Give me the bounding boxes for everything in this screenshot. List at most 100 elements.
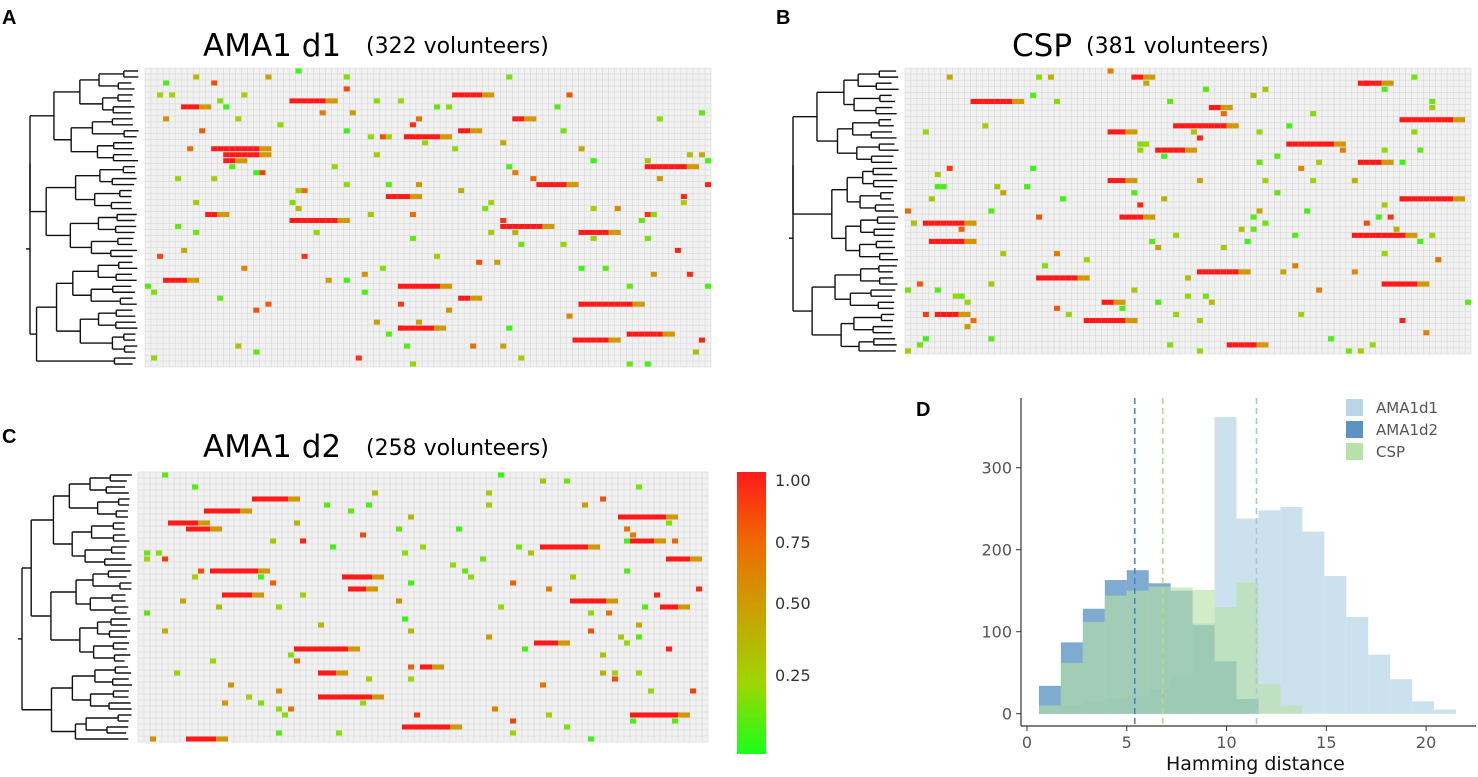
heatmap-cell xyxy=(1292,141,1299,147)
legend-label-ama1d2: AMA1d2 xyxy=(1376,421,1438,439)
heatmap-cell xyxy=(1155,299,1162,305)
heatmap-cell xyxy=(246,592,252,598)
heatmap-cell xyxy=(378,574,384,580)
panel-b-title: CSP xyxy=(1012,28,1072,64)
heatmap-cell xyxy=(186,736,192,742)
heatmap-cell xyxy=(1161,153,1168,159)
heatmap-cell xyxy=(253,170,260,176)
heatmap-cell xyxy=(174,670,180,676)
heatmap-cell xyxy=(1226,342,1233,348)
heatmap-cell xyxy=(1339,147,1346,153)
heatmap-cell xyxy=(1387,281,1394,287)
heatmap-cell xyxy=(1411,281,1418,287)
heatmap-cell xyxy=(163,277,170,283)
heatmap-cell xyxy=(343,128,350,134)
heatmap-cell xyxy=(223,212,230,217)
heatmap-cell xyxy=(367,212,374,217)
heatmap-cell xyxy=(1316,287,1323,293)
heatmap-cell xyxy=(500,223,507,229)
heatmap-cell xyxy=(1125,129,1132,135)
heatmap-cell xyxy=(1030,92,1037,98)
heatmap-cell xyxy=(385,182,392,188)
heatmap-cell xyxy=(934,287,941,293)
heatmap-cell xyxy=(354,574,360,580)
heatmap-cell xyxy=(654,538,660,544)
heatmap-cell xyxy=(588,610,594,616)
heatmap-cell xyxy=(494,259,501,265)
heatmap-cell xyxy=(1000,190,1007,196)
heatmap-cell xyxy=(482,92,489,98)
heatmap-cell xyxy=(348,508,354,514)
heatmap-cell xyxy=(928,220,935,226)
x-tick-label: 20 xyxy=(1416,733,1436,752)
heatmap-cell xyxy=(522,646,528,652)
heatmap-cell xyxy=(324,502,330,508)
heatmap-cell xyxy=(1113,178,1120,184)
heatmap-cell xyxy=(312,646,318,652)
panel-a-heatmap xyxy=(144,67,712,368)
heatmap-cell xyxy=(618,514,624,520)
heatmap-cell xyxy=(223,152,230,158)
heatmap-cell xyxy=(343,86,350,92)
heatmap-cell xyxy=(1333,141,1340,147)
heatmap-cell xyxy=(1190,129,1197,135)
heatmap-cell xyxy=(578,229,585,235)
heatmap-cell xyxy=(1304,141,1311,147)
panel-c-title: AMA1 d2 xyxy=(203,429,341,465)
heatmap-cell xyxy=(151,289,158,295)
heatmap-cell xyxy=(952,238,959,244)
heatmap-cell xyxy=(928,196,935,202)
heatmap-cell xyxy=(175,223,182,229)
heatmap-cell xyxy=(193,200,200,206)
heatmap-cell xyxy=(1137,147,1144,153)
heatmap-cell xyxy=(193,229,200,235)
heatmap-cell xyxy=(506,164,513,170)
heatmap-cell xyxy=(1107,178,1114,184)
hist-bar-csp xyxy=(1038,705,1061,714)
heatmap-cell xyxy=(684,604,690,610)
heatmap-cell xyxy=(654,712,660,718)
heatmap-cell xyxy=(355,355,362,361)
heatmap-cell xyxy=(342,646,348,652)
heatmap-cell xyxy=(542,182,549,188)
heatmap-cell xyxy=(578,337,585,343)
heatmap-cell xyxy=(1250,226,1257,232)
heatmap-cell xyxy=(372,490,378,496)
heatmap-cell xyxy=(1119,317,1126,324)
heatmap-cell xyxy=(1006,98,1013,105)
heatmap-background xyxy=(905,68,1471,354)
heatmap-cell xyxy=(666,646,672,652)
heatmap-cell xyxy=(578,301,585,307)
heatmap-cell xyxy=(438,724,444,730)
heatmap-cell xyxy=(662,331,669,337)
heatmap-background xyxy=(138,472,708,742)
heatmap-cell xyxy=(336,646,342,652)
hist-bar-csp xyxy=(1126,590,1149,714)
hist-bar-csp xyxy=(1148,586,1171,714)
heatmap-cell xyxy=(910,220,917,226)
heatmap-cell xyxy=(1262,178,1269,184)
heatmap-cell xyxy=(222,568,228,574)
heatmap-cell xyxy=(584,229,591,235)
heatmap-cell xyxy=(952,220,959,226)
heatmap-cell xyxy=(510,730,516,736)
heatmap-cell xyxy=(934,311,941,317)
heatmap-cell xyxy=(1185,147,1191,153)
heatmap-cell xyxy=(1107,68,1114,74)
heatmap-cell xyxy=(696,556,702,562)
heatmap-cell xyxy=(210,658,216,664)
heatmap-cell xyxy=(276,730,282,736)
heatmap-cell xyxy=(540,682,546,688)
heatmap-cell xyxy=(1119,214,1126,220)
heatmap-cell xyxy=(1310,111,1317,117)
heatmap-cell xyxy=(654,592,660,598)
heatmap-cell xyxy=(144,610,150,616)
heatmap-cell xyxy=(229,164,236,170)
heatmap-cell xyxy=(644,235,651,241)
heatmap-cell xyxy=(264,496,270,502)
heatmap-cell xyxy=(216,604,222,610)
heatmap-cell xyxy=(624,568,630,574)
legend-label-ama1d1: AMA1d1 xyxy=(1376,399,1438,417)
heatmap-cell xyxy=(1405,281,1412,287)
